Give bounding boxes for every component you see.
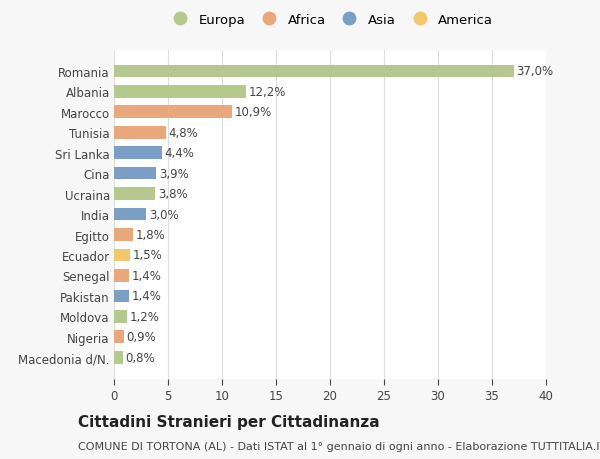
Bar bbox=[114, 188, 155, 201]
Text: 3,0%: 3,0% bbox=[149, 208, 179, 221]
Text: 1,4%: 1,4% bbox=[132, 269, 161, 282]
Bar bbox=[114, 127, 166, 139]
Legend: Europa, Africa, Asia, America: Europa, Africa, Asia, America bbox=[164, 11, 496, 29]
Text: 3,9%: 3,9% bbox=[159, 167, 188, 180]
Bar bbox=[114, 168, 156, 180]
Text: 12,2%: 12,2% bbox=[248, 86, 286, 99]
Bar bbox=[114, 86, 246, 99]
Bar bbox=[114, 290, 129, 302]
Text: COMUNE DI TORTONA (AL) - Dati ISTAT al 1° gennaio di ogni anno - Elaborazione TU: COMUNE DI TORTONA (AL) - Dati ISTAT al 1… bbox=[78, 441, 600, 451]
Bar bbox=[114, 229, 133, 241]
Text: 10,9%: 10,9% bbox=[235, 106, 272, 119]
Text: 0,9%: 0,9% bbox=[127, 330, 156, 343]
Bar bbox=[114, 330, 124, 343]
Bar bbox=[114, 351, 122, 364]
Text: 37,0%: 37,0% bbox=[516, 65, 553, 78]
Bar bbox=[114, 106, 232, 119]
Text: 0,8%: 0,8% bbox=[125, 351, 155, 364]
Text: 4,4%: 4,4% bbox=[164, 147, 194, 160]
Text: Cittadini Stranieri per Cittadinanza: Cittadini Stranieri per Cittadinanza bbox=[78, 414, 380, 429]
Bar bbox=[114, 269, 129, 282]
Bar bbox=[114, 208, 146, 221]
Text: 3,8%: 3,8% bbox=[158, 188, 187, 201]
Text: 1,4%: 1,4% bbox=[132, 290, 161, 302]
Bar bbox=[114, 249, 130, 262]
Text: 1,8%: 1,8% bbox=[136, 229, 166, 241]
Bar bbox=[114, 147, 161, 160]
Bar bbox=[114, 65, 514, 78]
Text: 1,5%: 1,5% bbox=[133, 249, 163, 262]
Text: 1,2%: 1,2% bbox=[130, 310, 160, 323]
Bar bbox=[114, 310, 127, 323]
Text: 4,8%: 4,8% bbox=[169, 127, 198, 140]
